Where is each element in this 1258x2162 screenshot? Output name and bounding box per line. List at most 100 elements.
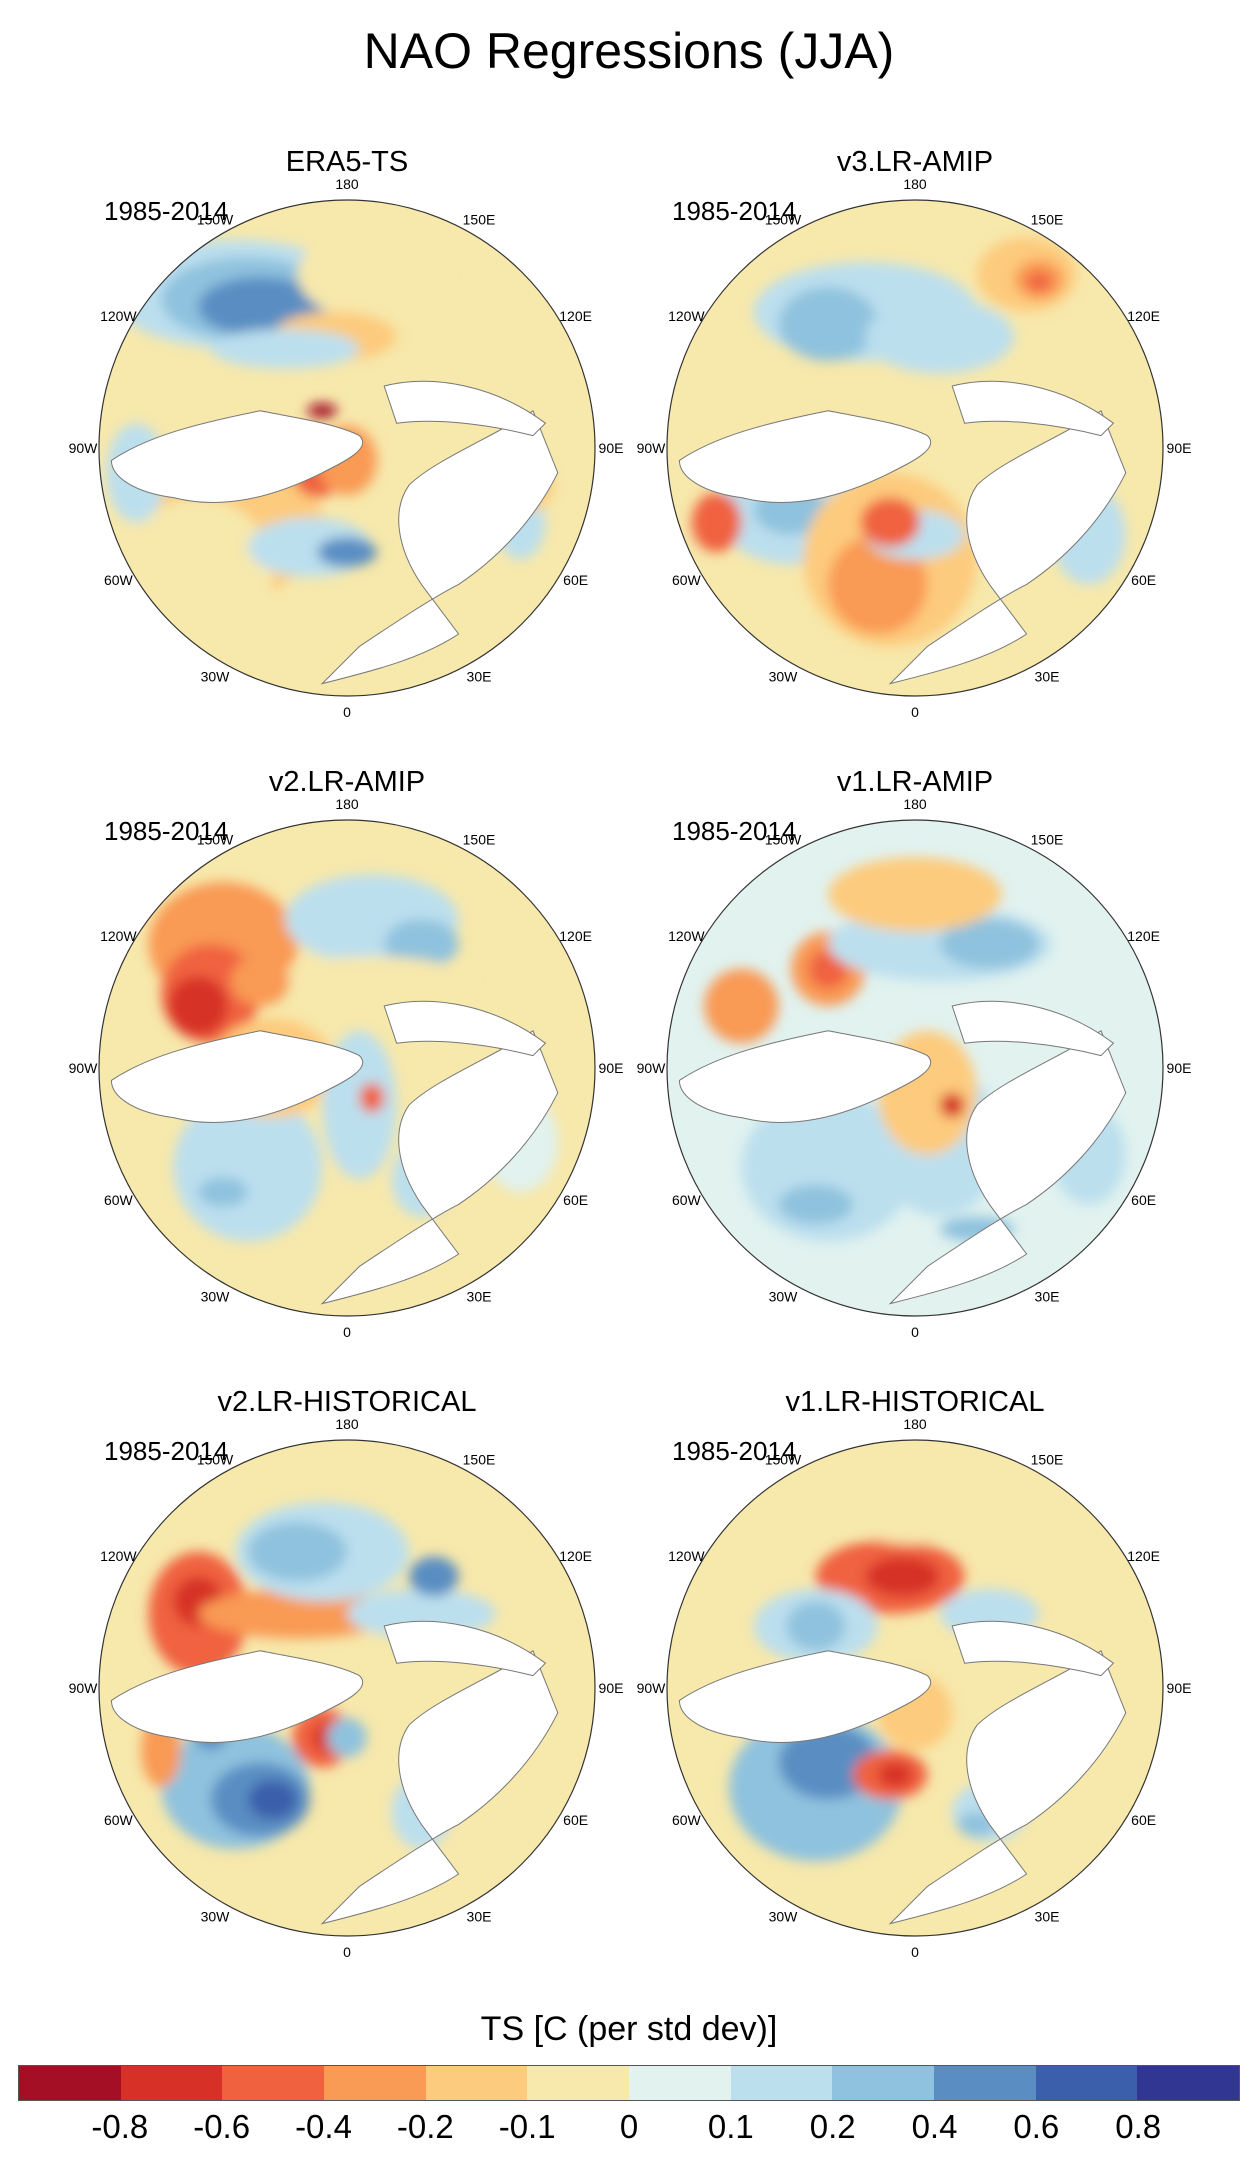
- longitude-label: 180: [335, 176, 359, 192]
- field-anomaly: [865, 1556, 940, 1597]
- land-mask: [678, 1030, 932, 1123]
- panel-period-v1-historical: 1985-2014: [672, 1436, 797, 1466]
- colorbar-cell: [120, 2066, 223, 2100]
- longitude-label: 120W: [100, 928, 137, 944]
- longitude-label: 60E: [1131, 572, 1156, 588]
- colorbar-cell: [934, 2066, 1036, 2100]
- colorbar-tick-label: 0.8: [1115, 2108, 1162, 2145]
- field-anomaly: [198, 1177, 248, 1207]
- longitude-label: 150E: [463, 1451, 496, 1467]
- colorbar-cell: [19, 2066, 121, 2100]
- longitude-label: 90W: [637, 440, 667, 456]
- longitude-label: 120W: [668, 1548, 705, 1564]
- field-anomaly: [1026, 271, 1052, 292]
- longitude-label: 60E: [1131, 1812, 1156, 1828]
- map-border: [98, 1439, 596, 1937]
- longitude-label: 120E: [1127, 1548, 1160, 1564]
- field-anomaly: [786, 1601, 846, 1651]
- panel-period-v3-amip: 1985-2014: [672, 196, 797, 226]
- longitude-label: 90W: [637, 1680, 667, 1696]
- longitude-label: 60W: [672, 572, 702, 588]
- longitude-label: 30W: [201, 669, 231, 685]
- longitude-label: 90E: [1167, 440, 1192, 456]
- longitude-label: 180: [335, 796, 359, 812]
- panel-title-v1-amip: v1.LR-AMIP: [836, 766, 994, 798]
- map-border: [666, 199, 1164, 697]
- field-anomaly: [307, 403, 338, 419]
- field-anomaly: [272, 956, 471, 1006]
- field-anomaly: [860, 497, 920, 548]
- longitude-label: 30E: [1035, 1909, 1060, 1925]
- figure-title: NAO Regressions (JJA): [363, 23, 895, 79]
- longitude-label: 120E: [1127, 928, 1160, 944]
- field-anomaly: [168, 976, 228, 1036]
- longitude-label: 0: [343, 1944, 351, 1960]
- longitude-label: 120W: [668, 308, 705, 324]
- longitude-label: 60E: [563, 572, 588, 588]
- land-mask: [678, 410, 932, 503]
- panel-period-v2-historical: 1985-2014: [104, 1436, 229, 1466]
- longitude-label: 150E: [1031, 1451, 1064, 1467]
- map-border: [98, 819, 596, 1317]
- field-anomaly: [327, 1717, 367, 1758]
- colorbar-tick-label: 0.4: [911, 2108, 958, 2145]
- colorbar-cell: [1035, 2066, 1138, 2100]
- longitude-label: 120W: [100, 1548, 137, 1564]
- map-era5: 180 150E 120E 90E 60E 30E 0 30W 60W 90W 120W 150W: [69, 176, 624, 720]
- longitude-label: 60W: [672, 1812, 702, 1828]
- colorbar-tick-label: 0.6: [1013, 2108, 1060, 2145]
- field-anomaly: [210, 328, 360, 369]
- longitude-label: 30W: [769, 669, 799, 685]
- longitude-label: 150E: [1031, 211, 1064, 227]
- panel-period-era5: 1985-2014: [104, 196, 229, 226]
- longitude-label: 60E: [563, 1812, 588, 1828]
- field-anomaly: [317, 537, 377, 568]
- land-mask: [678, 1650, 932, 1743]
- longitude-label: 60E: [1131, 1192, 1156, 1208]
- longitude-label: 60E: [563, 1192, 588, 1208]
- longitude-label: 120E: [559, 1548, 592, 1564]
- field-anomaly: [939, 1092, 965, 1118]
- field-anomaly: [691, 492, 742, 553]
- map-border: [666, 1439, 1164, 1937]
- field-anomaly: [384, 919, 459, 969]
- field-anomaly: [297, 229, 447, 320]
- colorbar-tick-label: -0.4: [295, 2108, 352, 2145]
- longitude-label: 30E: [467, 669, 492, 685]
- map-v3-amip: 180 150E 120E 90E 60E 30E 0 30W 60W 90W 120W 150W: [637, 176, 1192, 720]
- land-mask: [110, 1650, 364, 1743]
- longitude-label: 0: [343, 704, 351, 720]
- field-anomaly: [778, 286, 878, 362]
- longitude-label: 90W: [637, 1060, 667, 1076]
- colorbar-tick-label: -0.1: [498, 2108, 556, 2145]
- colorbar-tick-label: -0.2: [396, 2108, 454, 2145]
- longitude-label: 90E: [599, 1680, 624, 1696]
- longitude-label: 60W: [104, 1192, 134, 1208]
- field-anomaly: [840, 1484, 990, 1545]
- longitude-label: 30E: [467, 1289, 492, 1305]
- land-mask: [951, 1620, 1115, 1677]
- colorbar-cell: [527, 2066, 630, 2100]
- longitude-label: 90E: [599, 1060, 624, 1076]
- colorbar-cell: [1137, 2066, 1240, 2100]
- panel-title-era5: ERA5-TS: [285, 146, 409, 178]
- longitude-label: 30W: [769, 1289, 799, 1305]
- map-v2-amip: 180 150E 120E 90E 60E 30E 0 30W 60W 90W 120W 150W: [69, 796, 624, 1340]
- map-v1-amip: 180 150E 120E 90E 60E 30E 0 30W 60W 90W 120W 150W: [637, 796, 1192, 1340]
- longitude-label: 30W: [201, 1909, 231, 1925]
- field-anomaly: [198, 1588, 397, 1639]
- colorbar-tick-label: -0.8: [91, 2108, 149, 2145]
- longitude-label: 120E: [1127, 308, 1160, 324]
- longitude-label: 60W: [104, 1812, 134, 1828]
- field-anomaly: [409, 1556, 459, 1597]
- field-anomaly: [230, 956, 290, 1006]
- field-anomaly: [877, 1762, 913, 1788]
- longitude-label: 60W: [672, 1192, 702, 1208]
- longitude-label: 60W: [104, 572, 134, 588]
- land-mask: [383, 1000, 547, 1057]
- longitude-label: 0: [911, 1324, 919, 1340]
- map-border: [98, 199, 596, 697]
- longitude-label: 150W: [197, 211, 234, 227]
- colorbar-title: TS [C (per std dev)]: [480, 2010, 778, 2048]
- longitude-label: 120W: [100, 308, 137, 324]
